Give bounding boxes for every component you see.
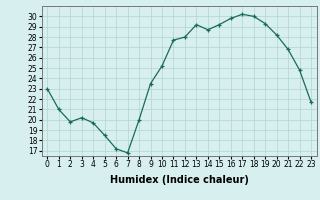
X-axis label: Humidex (Indice chaleur): Humidex (Indice chaleur)	[110, 175, 249, 185]
